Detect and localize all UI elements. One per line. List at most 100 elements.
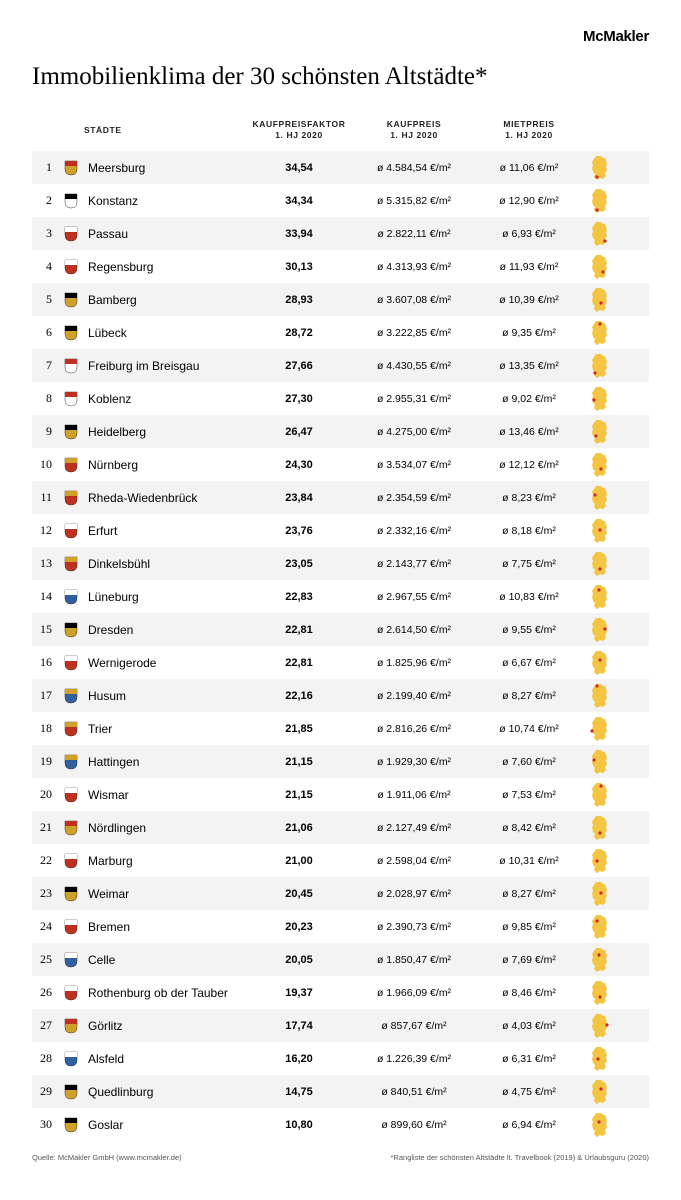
germany-map-icon xyxy=(584,485,614,511)
rank: 24 xyxy=(32,919,58,934)
kaufpreisfaktor: 23,84 xyxy=(244,492,354,504)
mietpreis: ø 13,35 €/m² xyxy=(474,360,584,372)
kaufpreis: ø 2.816,26 €/m² xyxy=(354,723,474,735)
germany-map-icon xyxy=(584,815,614,841)
rank: 23 xyxy=(32,886,58,901)
rank: 1 xyxy=(32,160,58,175)
kaufpreisfaktor: 28,93 xyxy=(244,294,354,306)
city-name: Dinkelsbühl xyxy=(84,557,244,571)
table-header: STÄDTE KAUFPREISFAKTOR1. HJ 2020 KAUFPRE… xyxy=(32,119,649,151)
germany-map-icon xyxy=(584,782,614,808)
kaufpreis: ø 2.199,40 €/m² xyxy=(354,690,474,702)
table-row: 12Erfurt23,76ø 2.332,16 €/m²ø 8,18 €/m² xyxy=(32,514,649,547)
mietpreis: ø 10,74 €/m² xyxy=(474,723,584,735)
city-crest-icon xyxy=(58,424,84,440)
kaufpreisfaktor: 20,45 xyxy=(244,888,354,900)
rank: 9 xyxy=(32,424,58,439)
kaufpreis: ø 2.332,16 €/m² xyxy=(354,525,474,537)
city-crest-icon xyxy=(58,193,84,209)
rank: 6 xyxy=(32,325,58,340)
mietpreis: ø 13,46 €/m² xyxy=(474,426,584,438)
germany-map-icon xyxy=(584,419,614,445)
germany-map-icon xyxy=(584,320,614,346)
city-name: Wernigerode xyxy=(84,656,244,670)
mietpreis: ø 6,67 €/m² xyxy=(474,657,584,669)
footer-note: *Rangliste der schönsten Altstädte lt. T… xyxy=(391,1153,649,1162)
kaufpreis: ø 1.850,47 €/m² xyxy=(354,954,474,966)
kaufpreis: ø 2.955,31 €/m² xyxy=(354,393,474,405)
header-faktor: KAUFPREISFAKTOR1. HJ 2020 xyxy=(244,119,354,141)
city-name: Koblenz xyxy=(84,392,244,406)
table-row: 10Nürnberg24,30ø 3.534,07 €/m²ø 12,12 €/… xyxy=(32,448,649,481)
kaufpreisfaktor: 33,94 xyxy=(244,228,354,240)
kaufpreisfaktor: 17,74 xyxy=(244,1020,354,1032)
brand-logo: McMakler xyxy=(32,28,649,45)
kaufpreisfaktor: 22,81 xyxy=(244,624,354,636)
germany-map-icon xyxy=(584,749,614,775)
germany-map-icon xyxy=(584,287,614,313)
city-name: Wismar xyxy=(84,788,244,802)
table-row: 11Rheda-Wiedenbrück23,84ø 2.354,59 €/m²ø… xyxy=(32,481,649,514)
germany-map-icon xyxy=(584,881,614,907)
mietpreis: ø 10,39 €/m² xyxy=(474,294,584,306)
germany-map-icon xyxy=(584,254,614,280)
mietpreis: ø 9,55 €/m² xyxy=(474,624,584,636)
city-crest-icon xyxy=(58,952,84,968)
rank: 21 xyxy=(32,820,58,835)
kaufpreisfaktor: 16,20 xyxy=(244,1053,354,1065)
city-name: Trier xyxy=(84,722,244,736)
kaufpreis: ø 1.911,06 €/m² xyxy=(354,789,474,801)
rank: 2 xyxy=(32,193,58,208)
city-name: Regensburg xyxy=(84,260,244,274)
city-name: Husum xyxy=(84,689,244,703)
germany-map-icon xyxy=(584,1013,614,1039)
mietpreis: ø 8,42 €/m² xyxy=(474,822,584,834)
city-name: Quedlinburg xyxy=(84,1085,244,1099)
germany-map-icon xyxy=(584,617,614,643)
table-row: 18Trier21,85ø 2.816,26 €/m²ø 10,74 €/m² xyxy=(32,712,649,745)
germany-map-icon xyxy=(584,1112,614,1138)
kaufpreis: ø 3.607,08 €/m² xyxy=(354,294,474,306)
city-name: Bamberg xyxy=(84,293,244,307)
table-row: 22Marburg21,00ø 2.598,04 €/m²ø 10,31 €/m… xyxy=(32,844,649,877)
city-name: Rothenburg ob der Tauber xyxy=(84,986,244,1000)
rank: 28 xyxy=(32,1051,58,1066)
kaufpreis: ø 899,60 €/m² xyxy=(354,1119,474,1131)
city-crest-icon xyxy=(58,886,84,902)
germany-map-icon xyxy=(584,947,614,973)
table-row: 25Celle20,05ø 1.850,47 €/m²ø 7,69 €/m² xyxy=(32,943,649,976)
kaufpreisfaktor: 14,75 xyxy=(244,1086,354,1098)
kaufpreis: ø 2.822,11 €/m² xyxy=(354,228,474,240)
city-crest-icon xyxy=(58,160,84,176)
table-row: 9Heidelberg26,47ø 4.275,00 €/m²ø 13,46 €… xyxy=(32,415,649,448)
germany-map-icon xyxy=(584,683,614,709)
city-crest-icon xyxy=(58,457,84,473)
mietpreis: ø 9,85 €/m² xyxy=(474,921,584,933)
kaufpreis: ø 2.614,50 €/m² xyxy=(354,624,474,636)
table-row: 13Dinkelsbühl23,05ø 2.143,77 €/m²ø 7,75 … xyxy=(32,547,649,580)
mietpreis: ø 10,31 €/m² xyxy=(474,855,584,867)
city-name: Freiburg im Breisgau xyxy=(84,359,244,373)
city-crest-icon xyxy=(58,919,84,935)
rank: 14 xyxy=(32,589,58,604)
city-name: Alsfeld xyxy=(84,1052,244,1066)
city-name: Hattingen xyxy=(84,755,244,769)
kaufpreisfaktor: 27,66 xyxy=(244,360,354,372)
germany-map-icon xyxy=(584,155,614,181)
kaufpreis: ø 1.226,39 €/m² xyxy=(354,1053,474,1065)
kaufpreis: ø 2.028,97 €/m² xyxy=(354,888,474,900)
table-row: 24Bremen20,23ø 2.390,73 €/m²ø 9,85 €/m² xyxy=(32,910,649,943)
germany-map-icon xyxy=(584,584,614,610)
germany-map-icon xyxy=(584,188,614,214)
kaufpreis: ø 1.966,09 €/m² xyxy=(354,987,474,999)
kaufpreis: ø 3.222,85 €/m² xyxy=(354,327,474,339)
germany-map-icon xyxy=(584,551,614,577)
city-crest-icon xyxy=(58,820,84,836)
footer-source: Quelle: McMakler GmbH (www.mcmakler.de) xyxy=(32,1153,182,1162)
kaufpreisfaktor: 20,23 xyxy=(244,921,354,933)
city-name: Lüneburg xyxy=(84,590,244,604)
kaufpreis: ø 4.275,00 €/m² xyxy=(354,426,474,438)
rank: 17 xyxy=(32,688,58,703)
city-name: Nördlingen xyxy=(84,821,244,835)
germany-map-icon xyxy=(584,353,614,379)
